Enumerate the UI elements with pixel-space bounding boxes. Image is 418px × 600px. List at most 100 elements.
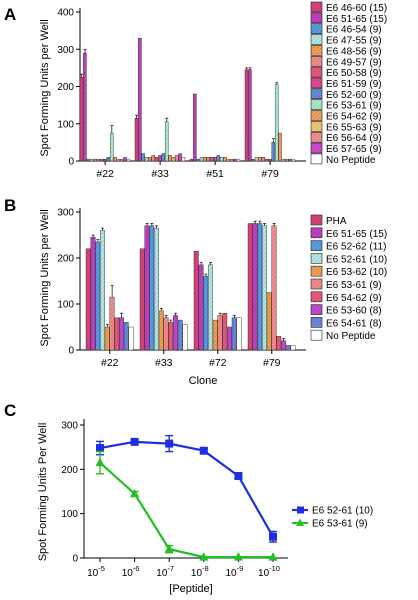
bar-texture <box>288 159 292 161</box>
x-tick-base: 10 <box>122 568 134 579</box>
bar-texture <box>148 157 152 161</box>
bar-texture <box>83 52 87 161</box>
legend-swatch-texture <box>311 240 322 251</box>
bar-texture <box>105 327 110 350</box>
legend-swatch-texture <box>311 56 322 67</box>
data-point-1-4 <box>233 552 243 561</box>
bar-texture <box>158 155 162 161</box>
bar-texture <box>200 157 204 161</box>
bar-texture <box>222 313 227 350</box>
bar-texture <box>193 93 197 161</box>
legend-label: E6 51-59 (9) <box>326 79 382 90</box>
legend-swatch <box>310 153 323 165</box>
bar-texture <box>113 157 117 161</box>
bar-texture <box>155 157 159 161</box>
bar-texture <box>80 77 84 161</box>
bar-texture <box>252 223 258 350</box>
y-tick-label: 300 <box>57 45 74 56</box>
x-tick-label: 10-10 <box>258 564 280 579</box>
bar-texture <box>173 315 178 350</box>
bar-texture <box>196 159 200 161</box>
bar-texture <box>100 230 105 350</box>
data-point-1-2 <box>164 544 174 553</box>
bar-texture <box>268 159 272 161</box>
legend-label: E6 50-58 (9) <box>326 68 382 79</box>
legend-label: E6 49-57 (9) <box>326 57 382 68</box>
bar-a-0-14 <box>126 158 131 162</box>
y-tick-label: 0 <box>68 157 74 168</box>
legend-label: PHA <box>326 216 347 227</box>
legend-marker <box>296 518 304 526</box>
series-line-1 <box>99 461 273 559</box>
x-tick-exponent: -5 <box>98 564 105 573</box>
bar-texture <box>116 159 120 161</box>
legend-label: E6 46-54 (9) <box>326 25 382 36</box>
legend-label: E6 53-62 (10) <box>326 267 387 278</box>
bar-texture <box>194 251 199 350</box>
bar-texture <box>281 340 286 350</box>
data-point-1-5 <box>268 552 278 561</box>
legend-label: E6 47-55 (9) <box>326 36 382 47</box>
bar-texture <box>120 159 124 161</box>
legend-swatch-texture <box>311 266 322 277</box>
legend-swatch-texture <box>311 23 322 34</box>
legend-label: E6 52-61 (10) <box>312 506 373 517</box>
panel-a-y-axis-label: Spot Forming Units per Well <box>39 19 51 156</box>
bar-texture <box>90 159 94 161</box>
panel-label-c: C <box>4 401 16 420</box>
panel-a-legend: E6 46-60 (15)E6 51-65 (15)E6 46-54 (9)E6… <box>310 1 387 166</box>
bar-texture <box>257 223 262 350</box>
bar-texture <box>163 317 169 350</box>
legend-swatch-texture <box>311 317 322 328</box>
legend-swatch-texture <box>311 110 322 121</box>
bar-texture <box>216 155 220 161</box>
y-tick-label: 200 <box>61 465 78 476</box>
legend-swatch-texture <box>311 77 322 88</box>
legend-label: E6 51-65 (15) <box>326 14 387 25</box>
bar-texture <box>275 84 279 161</box>
x-tick-exponent: -6 <box>133 564 140 573</box>
bar-b-2-9 <box>236 317 242 351</box>
legend-label: E6 53-61 (9) <box>326 101 382 112</box>
legend-swatch-texture <box>311 121 322 132</box>
bar-texture <box>124 322 129 350</box>
bar-texture <box>109 297 115 350</box>
bar-texture <box>198 264 204 350</box>
bar-texture <box>123 157 127 161</box>
bar-texture <box>168 155 172 161</box>
panel-a: A Spot Forming Units per Well 0 100 200 300… <box>4 1 387 180</box>
bar-texture <box>233 159 237 161</box>
panel-b-legend: PHA E6 51-65 (15) E6 52-62 (11)E6 52-61 (1… <box>310 214 387 342</box>
y-tick-label: 0 <box>68 346 74 357</box>
bar-texture <box>140 248 145 350</box>
panel-c-y-axis-label: Spot Forming Units Per Well <box>37 423 49 562</box>
y-tick-label: 100 <box>57 119 74 130</box>
legend-swatch-texture <box>311 215 322 225</box>
bar-texture <box>190 159 194 161</box>
panel-c-legend: E6 52-61 (10) E6 53-61 (9) <box>292 506 373 530</box>
bar-texture <box>86 159 90 161</box>
bar-texture <box>106 157 110 161</box>
data-point-1-3 <box>199 552 209 561</box>
x-tick-base: 10 <box>226 568 238 579</box>
bar-texture <box>261 157 265 161</box>
bar-texture <box>210 157 214 161</box>
bar-texture <box>100 159 104 161</box>
bar-texture <box>110 133 114 161</box>
x-category-label: #22 <box>101 357 119 369</box>
panel-b-y-axis-label: Spot Forming Units per Well <box>39 209 51 346</box>
bar-texture <box>86 248 91 350</box>
x-category-label: #72 <box>209 357 227 369</box>
bar-texture <box>271 142 275 161</box>
bar-texture <box>232 317 237 350</box>
bar-a-3-14 <box>291 158 296 162</box>
bar-b-3-9 <box>290 345 296 351</box>
legend-label: E6 53-61 (9) <box>326 280 382 291</box>
panel-b: B Spot Forming Units per Well 0 100 200 300… <box>4 196 387 387</box>
data-point-1-1 <box>130 488 140 498</box>
bar-texture <box>93 159 97 161</box>
bar-texture <box>276 336 281 350</box>
x-tick-base: 10 <box>258 568 270 579</box>
